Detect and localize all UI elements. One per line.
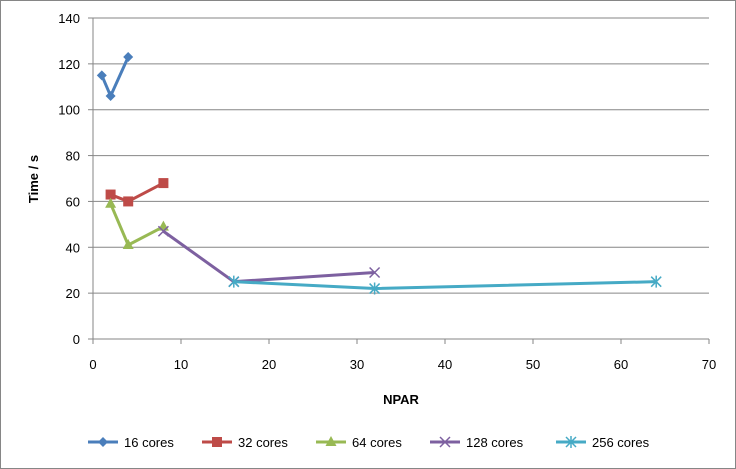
y-tick-label-60: 60 [66,194,80,209]
y-tick-label-140: 140 [58,11,80,26]
legend-entry-1: 32 cores [202,435,288,450]
legend-label-3: 128 cores [466,435,524,450]
series-4-point-1 [369,282,381,295]
x-tick-label-60: 60 [614,357,628,372]
series-4-point-0 [228,275,240,288]
x-tick-label-70: 70 [702,357,716,372]
series-1-point-0 [105,189,116,200]
x-tick-label-50: 50 [526,357,540,372]
series-lines [96,51,662,295]
series-0-point-1 [105,90,116,101]
series-3-point-2 [369,266,381,279]
x-tick-label-0: 0 [89,357,96,372]
x-tick-label-20: 20 [262,357,276,372]
series-line-3 [162,230,375,284]
y-tick-label-0: 0 [73,332,80,347]
legend-label-2: 64 cores [352,435,402,450]
series-line-2 [109,203,165,247]
y-tick-label-100: 100 [58,103,80,118]
series-line-4 [233,280,657,291]
legend-marker-4 [565,436,577,448]
series-2-point-1 [122,238,134,249]
series-1-point-1 [123,196,134,207]
series-2-point-2 [157,220,169,231]
legend-marker-1 [212,437,222,447]
legend-marker-3 [439,436,451,448]
legend-label-4: 256 cores [592,435,650,450]
legend-entry-4: 256 cores [556,435,650,450]
legend: 16 cores 32 cores 64 cores 128 cores 256 cor… [88,435,650,450]
legend-marker-0 [98,437,108,447]
y-tick-label-120: 120 [58,57,80,72]
y-axis-title: Time / s [26,155,41,203]
x-axis-title: NPAR [383,392,419,407]
series-1-point-2 [158,178,169,189]
series-1 [105,178,169,207]
x-tick-label-30: 30 [350,357,364,372]
x-tick-label-40: 40 [438,357,452,372]
legend-label-0: 16 cores [124,435,174,450]
legend-entry-2: 64 cores [316,435,402,450]
x-tick-label-10: 10 [174,357,188,372]
legend-marker-2 [325,436,337,446]
axes [88,17,710,344]
legend-entry-0: 16 cores [88,435,174,450]
x-tick-labels: 0 10 20 30 40 50 60 70 [89,357,716,372]
series-0-point-2 [123,51,134,62]
series-4-point-2 [650,275,662,288]
series-4 [228,275,662,295]
series-0-point-0 [96,70,107,81]
y-tick-label-40: 40 [66,240,80,255]
series-3-point-0 [157,225,169,237]
series-0 [96,51,134,101]
gridlines [93,17,709,294]
legend-label-1: 32 cores [238,435,288,450]
series-2-point-0 [105,197,117,208]
series-2 [105,197,169,249]
y-tick-labels: 0 20 40 60 80 100 120 140 [58,11,80,347]
y-tick-label-20: 20 [66,286,80,301]
y-tick-label-80: 80 [66,149,80,164]
series-line-1 [110,181,165,203]
legend-entry-3: 128 cores [430,435,524,450]
series-line-0 [100,56,130,98]
series-3 [157,225,381,288]
